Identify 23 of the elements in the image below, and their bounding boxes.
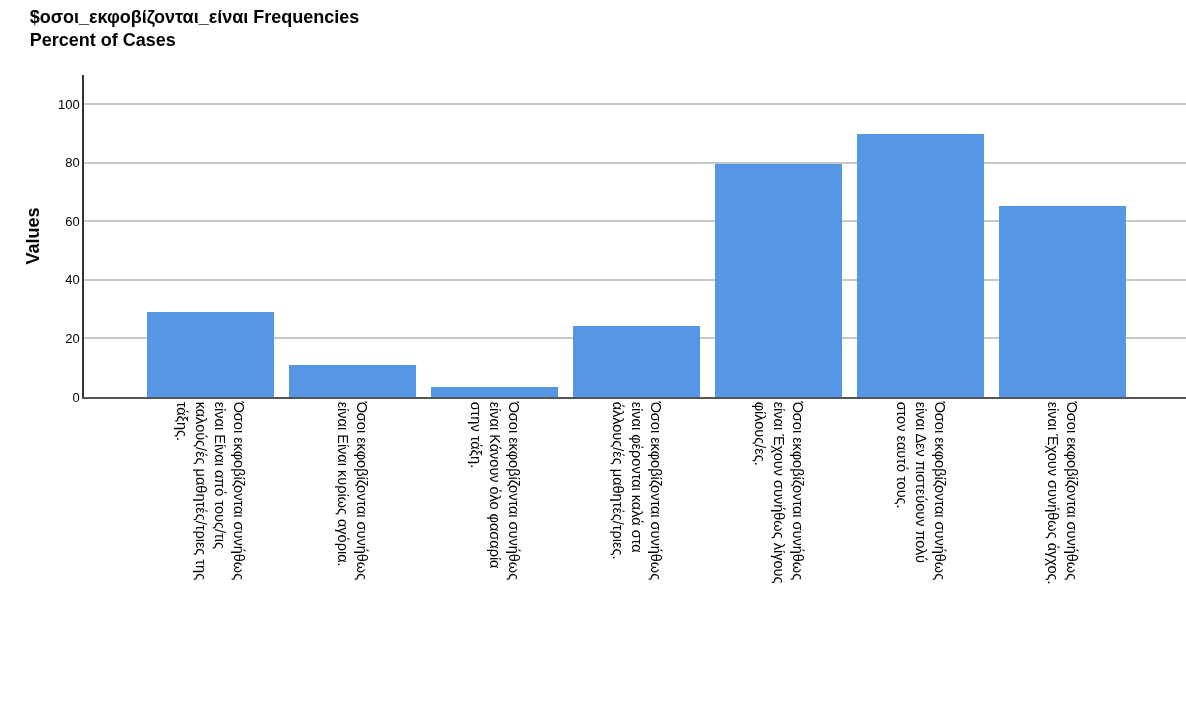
y-tick-label: 40 <box>65 272 80 288</box>
bar <box>289 365 416 397</box>
y-tick-label: 100 <box>57 96 80 112</box>
y-tick-label: 80 <box>65 155 80 171</box>
bar <box>857 134 984 397</box>
bar <box>715 164 842 397</box>
y-tick-label: 20 <box>65 331 80 346</box>
x-tick-label: Όσοι εκφοβίζονται συνήθως είναι Έχουν συνήθως άγχος. <box>1045 400 1081 585</box>
x-tick-label: Όσοι εκφοβίζονται συνήθως είναι Έχουν συνήθως λίγους φίλους/ες. <box>751 400 806 584</box>
x-tick-label: Όσοι εκφοβίζονται συνήθως είναι φέρονται καλά στα άλλους/ές μαθητές/τριες. <box>609 400 664 581</box>
bar <box>147 312 274 397</box>
y-tick-label: 60 <box>65 213 80 229</box>
x-tick-label: Όσοι εκφοβίζονται συνήθως είναι Κάνουν όλο φασαρία στην τάξη. <box>467 400 522 581</box>
x-tick-label: Όσοι εκφοβίζονται συνήθως είναι Είναι από τους/τις καλούς/ές μαθητές/τριες της τάξης. <box>174 400 247 581</box>
x-tick-label: Όσοι εκφοβίζονται συνήθως είναι Είναι κυρίως αγόρια. <box>335 400 371 581</box>
chart-title: $οσοι_εκφοβίζονται_είναι Frequencies <box>29 6 360 28</box>
y-tick-label: 0 <box>72 389 80 405</box>
bar <box>999 206 1126 397</box>
bar <box>573 326 700 397</box>
chart-subtitle: Percent of Cases <box>29 30 176 51</box>
x-tick-label: Όσοι εκφοβίζονται συνήθως είναι Δεν πιστεύουν πολύ στον εαυτό τους. <box>893 400 948 581</box>
y-axis-title: Values <box>22 207 43 265</box>
bar <box>431 387 558 397</box>
